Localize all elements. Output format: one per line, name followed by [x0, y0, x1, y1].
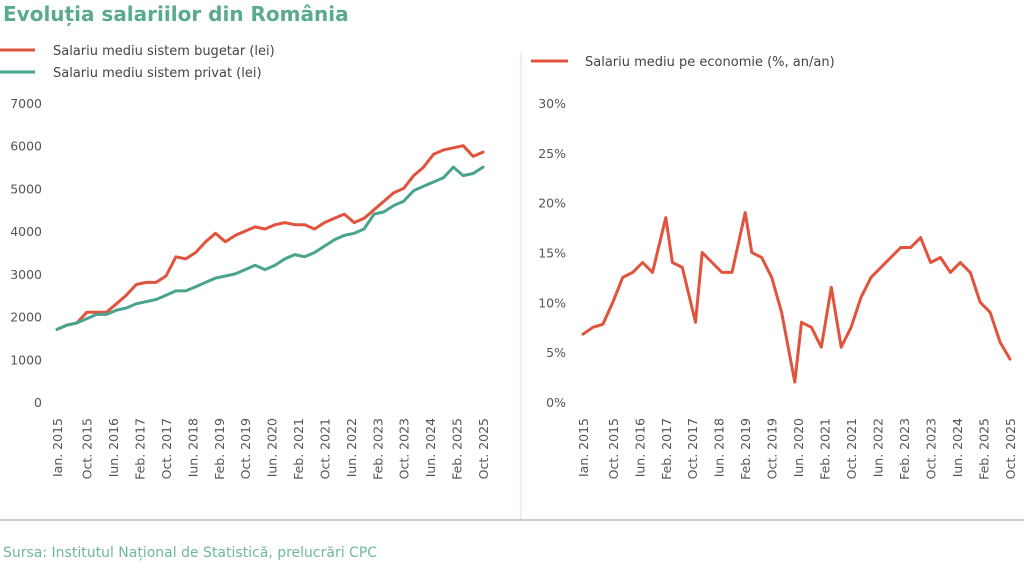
left-x-tick-label: Feb. 2025 — [450, 418, 465, 480]
left-x-tick-label: Oct. 2023 — [397, 418, 412, 479]
right-x-tick-label: Iun. 2016 — [632, 418, 647, 477]
left-chart-axes: 0 1000 2000 3000 4000 5000 6000 7000 Ian. 2015 Oc… — [10, 96, 491, 480]
chart-title: Evoluția salariilor din România — [3, 2, 349, 26]
right-y-tick-label: 15% — [538, 246, 566, 261]
left-y-tick-label: 3000 — [10, 267, 42, 282]
left-series-line-1 — [55, 165, 485, 331]
right-x-tick-label: Ian. 2015 — [576, 418, 591, 477]
right-y-tick-label: 20% — [538, 196, 566, 211]
left-y-tick-label: 1000 — [10, 352, 42, 367]
right-chart-axes: 0% 5% 10% 15% 20% 25% 30% Ian. 2015 Oct. 2015 Iun… — [538, 96, 1018, 480]
legend-label-privat: Salariu mediu sistem privat (lei) — [53, 66, 262, 81]
right-x-tick-label: Oct. 2019 — [765, 418, 780, 479]
left-x-tick-label: Oct. 2015 — [80, 418, 95, 479]
right-x-tick-label: Oct. 2021 — [844, 418, 859, 479]
left-x-tick-label: Iun. 2018 — [185, 418, 200, 477]
right-y-tick-label: 10% — [538, 295, 566, 310]
left-x-tick-label: Oct. 2021 — [317, 418, 332, 479]
right-x-tick-label: Feb. 2023 — [897, 418, 912, 480]
left-y-tick-label: 5000 — [10, 181, 42, 196]
left-x-tick-label: Feb. 2019 — [212, 418, 227, 480]
right-y-tick-label: 0% — [546, 395, 566, 410]
left-y-tick-label: 7000 — [10, 96, 42, 111]
left-y-tick-label: 2000 — [10, 310, 42, 325]
left-y-tick-label: 4000 — [10, 224, 42, 239]
right-x-tick-label: Iun. 2022 — [871, 418, 886, 477]
right-y-tick-label: 25% — [538, 146, 566, 161]
source-note: Sursa: Institutul Național de Statistică… — [3, 545, 377, 561]
left-x-tick-label: Iun. 2022 — [344, 418, 359, 477]
right-x-tick-label: Oct. 2015 — [606, 418, 621, 479]
right-x-tick-label: Feb. 2025 — [977, 418, 992, 480]
left-series-line-0 — [55, 144, 485, 331]
right-x-tick-label: Oct. 2023 — [924, 418, 939, 479]
left-x-tick-label: Feb. 2023 — [370, 418, 385, 480]
legend-label-economie: Salariu mediu pe economie (%, an/an) — [585, 55, 835, 70]
left-x-tick-label: Iun. 2016 — [106, 418, 121, 477]
left-x-tick-label: Feb. 2017 — [133, 418, 148, 480]
right-y-tick-label: 30% — [538, 96, 566, 111]
right-x-tick-label: Oct. 2025 — [1003, 418, 1018, 479]
left-y-tick-label: 0 — [34, 395, 42, 410]
left-x-tick-label: Iun. 2020 — [265, 418, 280, 477]
right-x-tick-label: Iun. 2024 — [950, 418, 965, 477]
left-x-tick-label: Oct. 2017 — [159, 418, 174, 479]
left-x-tick-label: Iun. 2024 — [423, 418, 438, 477]
right-x-tick-label: Oct. 2017 — [685, 418, 700, 479]
left-x-tick-label: Ian. 2015 — [50, 418, 65, 477]
right-x-tick-label: Feb. 2017 — [659, 418, 674, 480]
left-y-tick-label: 6000 — [10, 139, 42, 154]
right-x-tick-label: Feb. 2019 — [738, 418, 753, 480]
right-x-tick-label: Iun. 2018 — [712, 418, 727, 477]
right-y-tick-label: 5% — [546, 345, 566, 360]
left-x-tick-label: Oct. 2025 — [476, 418, 491, 479]
left-x-tick-label: Feb. 2021 — [291, 418, 306, 480]
right-x-tick-label: Iun. 2020 — [791, 418, 806, 477]
right-series-line-0 — [581, 211, 1012, 384]
left-x-tick-label: Oct. 2019 — [238, 418, 253, 479]
right-x-tick-label: Feb. 2021 — [818, 418, 833, 480]
chart-lines — [55, 144, 1012, 384]
legend-label-bugetar: Salariu mediu sistem bugetar (lei) — [53, 44, 275, 59]
